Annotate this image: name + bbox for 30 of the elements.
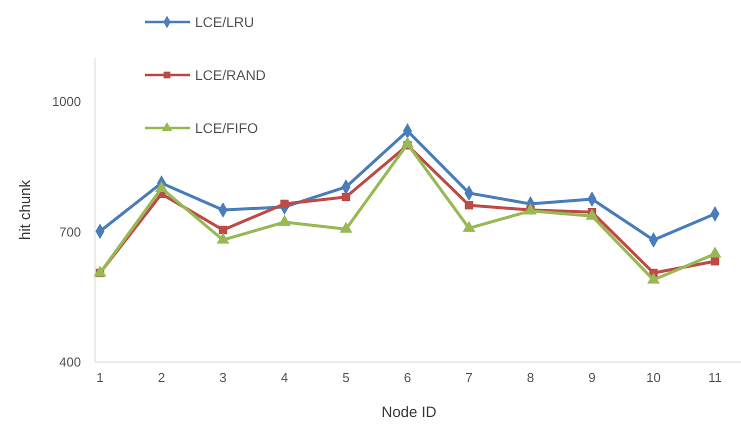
legend-label: LCE/LRU — [195, 14, 254, 30]
x-tick-label: 7 — [465, 370, 473, 385]
x-tick-label: 11 — [708, 370, 722, 385]
point — [94, 266, 106, 277]
x-tick-label: 9 — [588, 370, 596, 385]
y-axis-title: hit chunk — [17, 179, 34, 240]
x-tick-label: 2 — [158, 370, 166, 385]
point — [464, 201, 474, 210]
legend-label: LCE/FIFO — [195, 120, 258, 136]
x-tick-label: 4 — [280, 370, 288, 385]
point — [342, 192, 350, 202]
x-tick-label: 6 — [404, 370, 412, 385]
y-tick-label: 700 — [59, 224, 81, 240]
x-axis-title: Node ID — [381, 404, 437, 421]
point — [280, 200, 289, 208]
x-tick-label: 3 — [219, 370, 227, 385]
point — [710, 257, 720, 266]
point — [586, 208, 598, 220]
x-tick-label: 5 — [342, 370, 350, 385]
point — [216, 232, 230, 244]
x-tick-label: 8 — [526, 370, 534, 385]
legend-label: LCE/RAND — [195, 66, 266, 83]
x-tick-label: 1 — [96, 370, 104, 385]
point — [647, 272, 660, 284]
y-tick-label: 1000 — [52, 94, 81, 109]
y-tick-label: 400 — [59, 354, 81, 370]
point — [340, 222, 352, 233]
x-tick-label: 10 — [646, 370, 661, 385]
point — [218, 226, 228, 234]
point — [708, 246, 722, 258]
